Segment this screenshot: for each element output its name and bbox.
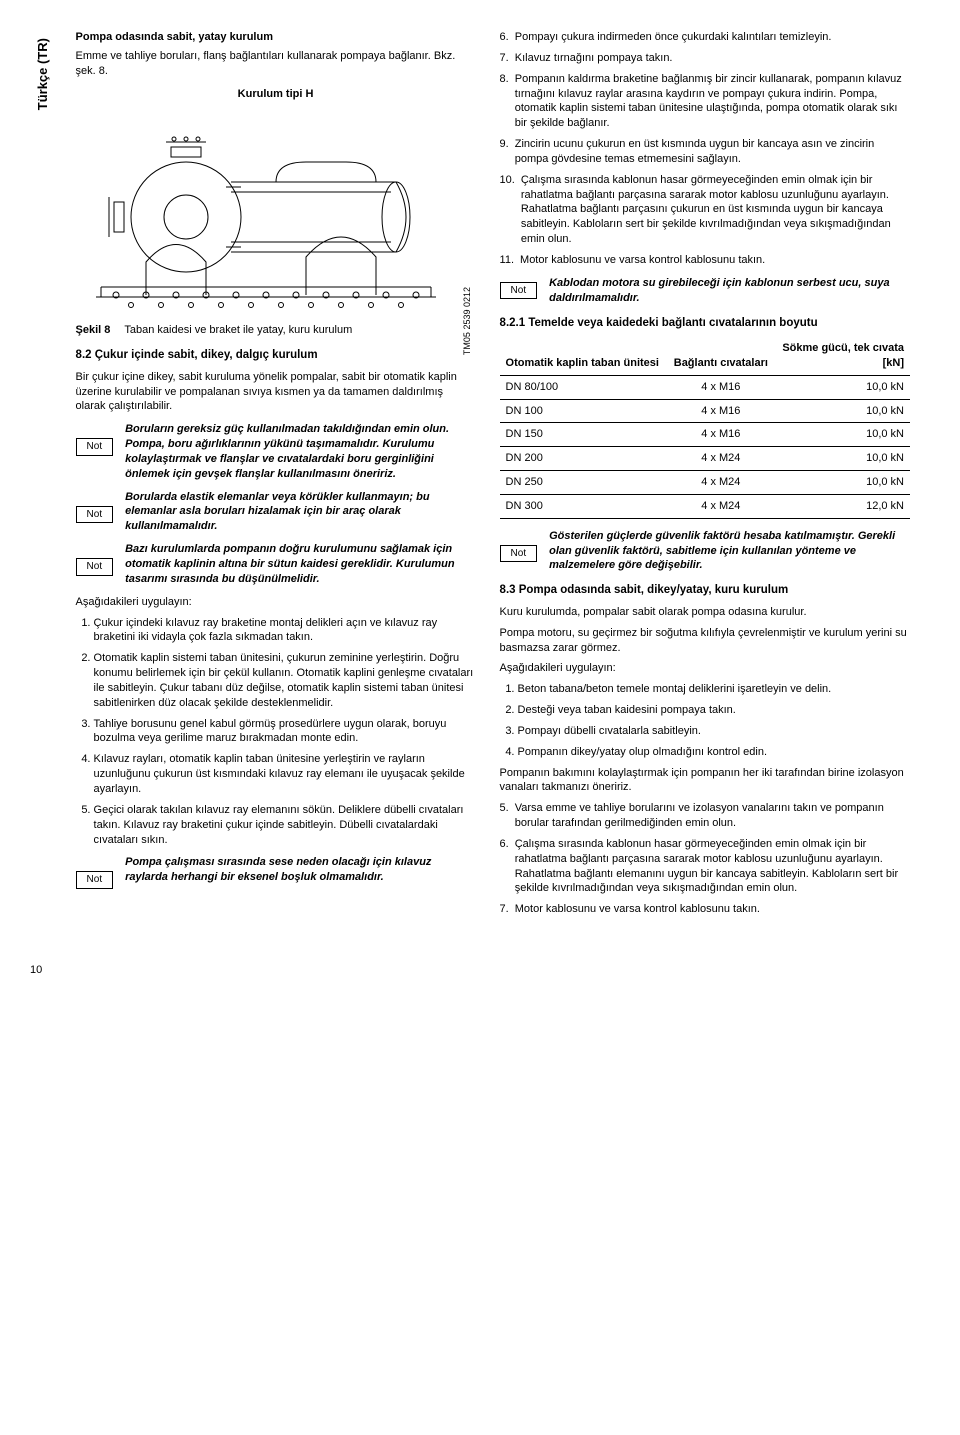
note-factor: Not Gösterilen güçlerde güvenlik faktörü… [500,529,910,574]
step: Beton tabana/beton temele montaj delikle… [518,682,910,697]
td: 4 x M24 [667,494,775,518]
step: Desteği veya taban kaidesini pompaya tak… [518,703,910,718]
figure-code: TM05 2539 0212 [462,287,474,355]
sec83-p1: Kuru kurulumda, pompalar sabit olarak po… [500,605,910,620]
note-text: Gösterilen güçlerde güvenlik faktörü hes… [549,529,910,574]
td: 10,0 kN [775,471,910,495]
step-t: Çalışma sırasında kablonun hasar görmeye… [521,173,910,247]
td: 4 x M16 [667,423,775,447]
left-heading: Pompa odasında sabit, yatay kurulum [76,30,476,45]
step-n: 9. [500,137,509,167]
note-text: Kablodan motora su girebileceği için kab… [549,276,910,306]
note-badge: Not [76,558,114,576]
note-text: Boruların gereksiz güç kullanılmadan tak… [125,422,475,481]
step-n: 6. [500,30,509,45]
table-row: DN 3004 x M2412,0 kN [500,494,910,518]
steps-list-82: Çukur içindeki kılavuz ray braketine mon… [76,616,476,848]
steps-list-83: Beton tabana/beton temele montaj delikle… [500,682,910,759]
page-number: 10 [30,963,910,978]
th: Bağlantı cıvataları [667,337,775,375]
td: 12,0 kN [775,494,910,518]
step-t: Pompanın kaldırma braketine bağlanmış bi… [515,72,910,131]
table-row: DN 2004 x M2410,0 kN [500,447,910,471]
step-n: 11. [500,253,514,268]
section-8-2-intro: Bir çukur içine dikey, sabit kuruluma yö… [76,370,476,415]
note-text: Pompa çalışması sırasında sese neden ola… [125,855,475,885]
table-row: DN 80/1004 x M1610,0 kN [500,375,910,399]
figure-number: Şekil 8 [76,323,111,338]
step-n: 6. [500,837,509,896]
left-intro: Emme ve tahliye boruları, flanş bağlantı… [76,49,476,79]
language-tab: Türkçe (TR) [30,30,52,118]
section-8-2-title: 8.2 Çukur içinde sabit, dikey, dalgıç ku… [76,348,476,364]
steps-continued: 6. Pompayı çukura indirmeden önce çukurda… [500,30,910,268]
note-badge: Not [500,545,538,563]
step-t: Zincirin ucunu çukurun en üst kısmında u… [515,137,910,167]
td: 10,0 kN [775,447,910,471]
figure-label: Kurulum tipi H [76,87,476,102]
note-2: Not Borularda elastik elemanlar veya kör… [76,490,476,535]
step: Otomatik kaplin sistemi taban ünitesini,… [94,651,476,710]
right-column: 6. Pompayı çukura indirmeden önce çukurda… [500,30,910,923]
step-t: Motor kablosunu ve varsa kontrol kablosu… [520,253,765,268]
note-badge: Not [76,871,114,889]
td: 4 x M24 [667,447,775,471]
note-text: Bazı kurulumlarda pompanın doğru kurulum… [125,542,475,587]
step-t: Pompayı çukura indirmeden önce çukurdaki… [515,30,832,45]
step-n: 5. [500,801,509,831]
sec83-p2: Pompa motoru, su geçirmez bir soğutma kı… [500,626,910,656]
figure-caption-text: Taban kaidesi ve braket ile yatay, kuru … [124,323,352,338]
table-row: DN 1504 x M1610,0 kN [500,423,910,447]
apply-label: Aşağıdakileri uygulayın: [76,595,476,610]
step: Pompayı dübelli cıvatalarla sabitleyin. [518,724,910,739]
note-cable: Not Kablodan motora su girebileceği için… [500,276,910,306]
note-1: Not Boruların gereksiz güç kullanılmadan… [76,422,476,481]
td: 10,0 kN [775,423,910,447]
step-t: Varsa emme ve tahliye borularını ve izol… [515,801,910,831]
step-t: Kılavuz tırnağını pompaya takın. [515,51,673,66]
step-n: 8. [500,72,509,131]
figure-8: Kurulum tipi H [76,87,476,318]
td: 10,0 kN [775,399,910,423]
step: Kılavuz rayları, otomatik kaplin taban ü… [94,752,476,797]
pump-illustration [76,107,476,317]
td: DN 300 [500,494,668,518]
td: DN 150 [500,423,668,447]
step-t: Çalışma sırasında kablonun hasar görmeye… [515,837,910,896]
bolt-size-table: Otomatik kaplin taban ünitesi Bağlantı c… [500,337,910,519]
td: 4 x M16 [667,375,775,399]
step-n: 7. [500,51,509,66]
steps-83b: 5.Varsa emme ve tahliye borularını ve iz… [500,801,910,917]
section-8-2-1-title: 8.2.1 Temelde veya kaidedeki bağlantı cı… [500,316,910,332]
sec83-p3: Pompanın bakımını kolaylaştırmak için po… [500,766,910,796]
table-row: DN 2504 x M2410,0 kN [500,471,910,495]
step-n: 7. [500,902,509,917]
note-bottom: Not Pompa çalışması sırasında sese neden… [76,855,476,889]
td: 4 x M16 [667,399,775,423]
note-text: Borularda elastik elemanlar veya körükle… [125,490,475,535]
td: DN 250 [500,471,668,495]
td: DN 100 [500,399,668,423]
step-t: Motor kablosunu ve varsa kontrol kablosu… [515,902,760,917]
figure-caption: Şekil 8 Taban kaidesi ve braket ile yata… [76,323,476,338]
td: DN 80/100 [500,375,668,399]
th: Otomatik kaplin taban ünitesi [500,337,668,375]
step: Geçici olarak takılan kılavuz ray eleman… [94,803,476,848]
note-badge: Not [76,506,114,524]
left-column: Pompa odasında sabit, yatay kurulum Emme… [76,30,476,923]
step: Pompanın dikey/yatay olup olmadığını kon… [518,745,910,760]
step: Tahliye borusunu genel kabul görmüş pros… [94,717,476,747]
th: Sökme gücü, tek cıvata [kN] [775,337,910,375]
section-8-3-title: 8.3 Pompa odasında sabit, dikey/yatay, k… [500,583,910,599]
step-n: 10. [500,173,515,247]
note-3: Not Bazı kurulumlarda pompanın doğru kur… [76,542,476,587]
note-badge: Not [76,438,114,456]
table-row: DN 1004 x M1610,0 kN [500,399,910,423]
note-badge: Not [500,282,538,300]
apply-label-2: Aşağıdakileri uygulayın: [500,661,910,676]
td: DN 200 [500,447,668,471]
td: 10,0 kN [775,375,910,399]
td: 4 x M24 [667,471,775,495]
step: Çukur içindeki kılavuz ray braketine mon… [94,616,476,646]
